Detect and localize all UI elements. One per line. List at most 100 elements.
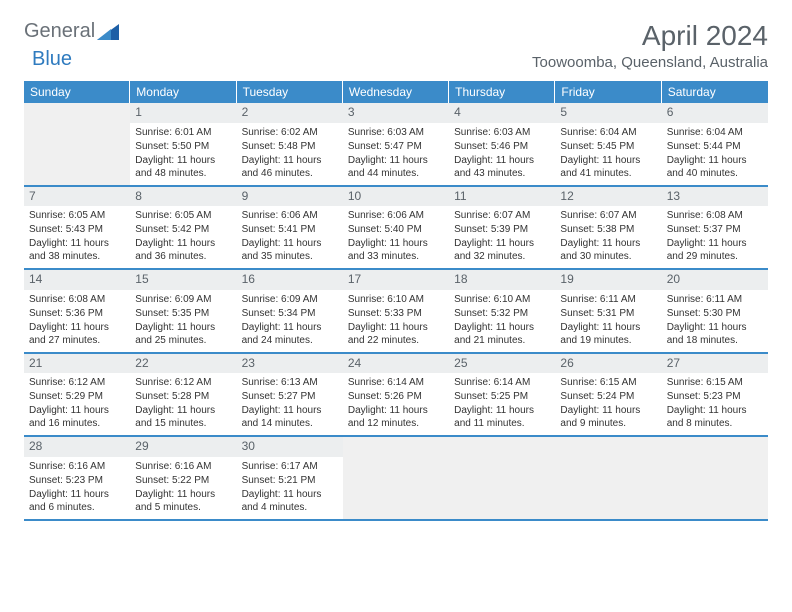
day-number: 16 [237, 270, 343, 290]
sunset-text: Sunset: 5:34 PM [242, 307, 338, 320]
sunrise-text: Sunrise: 6:14 AM [348, 376, 444, 389]
day-number: 26 [555, 354, 661, 374]
day-number: 1 [130, 103, 236, 123]
sunrise-text: Sunrise: 6:10 AM [454, 293, 550, 306]
sunrise-text: Sunrise: 6:03 AM [454, 126, 550, 139]
sunset-text: Sunset: 5:50 PM [135, 140, 231, 153]
calendar-cell: 17Sunrise: 6:10 AMSunset: 5:33 PMDayligh… [343, 270, 449, 352]
daylight-text: Daylight: 11 hours and 33 minutes. [348, 237, 444, 263]
sunrise-text: Sunrise: 6:07 AM [454, 209, 550, 222]
daylight-text: Daylight: 11 hours and 18 minutes. [667, 321, 763, 347]
sunrise-text: Sunrise: 6:03 AM [348, 126, 444, 139]
calendar-cell: 4Sunrise: 6:03 AMSunset: 5:46 PMDaylight… [449, 103, 555, 185]
calendar-cell: 28Sunrise: 6:16 AMSunset: 5:23 PMDayligh… [24, 437, 130, 519]
calendar-cell: 14Sunrise: 6:08 AMSunset: 5:36 PMDayligh… [24, 270, 130, 352]
day-number: 2 [237, 103, 343, 123]
month-title: April 2024 [642, 20, 768, 52]
calendar-cell: 7Sunrise: 6:05 AMSunset: 5:43 PMDaylight… [24, 187, 130, 269]
sunset-text: Sunset: 5:46 PM [454, 140, 550, 153]
calendar-cell: 3Sunrise: 6:03 AMSunset: 5:47 PMDaylight… [343, 103, 449, 185]
daylight-text: Daylight: 11 hours and 35 minutes. [242, 237, 338, 263]
sunset-text: Sunset: 5:37 PM [667, 223, 763, 236]
daylight-text: Daylight: 11 hours and 12 minutes. [348, 404, 444, 430]
day-header-thu: Thursday [449, 81, 555, 103]
calendar-cell [343, 437, 449, 519]
calendar-grid: Sunday Monday Tuesday Wednesday Thursday… [24, 81, 768, 521]
day-number: 13 [662, 187, 768, 207]
calendar-cell: 30Sunrise: 6:17 AMSunset: 5:21 PMDayligh… [237, 437, 343, 519]
calendar-cell: 2Sunrise: 6:02 AMSunset: 5:48 PMDaylight… [237, 103, 343, 185]
sunrise-text: Sunrise: 6:07 AM [560, 209, 656, 222]
sunrise-text: Sunrise: 6:14 AM [454, 376, 550, 389]
calendar-page: General April 2024 Blue Toowoomba, Queen… [0, 0, 792, 545]
calendar-cell: 18Sunrise: 6:10 AMSunset: 5:32 PMDayligh… [449, 270, 555, 352]
daylight-text: Daylight: 11 hours and 41 minutes. [560, 154, 656, 180]
daylight-text: Daylight: 11 hours and 29 minutes. [667, 237, 763, 263]
calendar-cell: 11Sunrise: 6:07 AMSunset: 5:39 PMDayligh… [449, 187, 555, 269]
sunset-text: Sunset: 5:30 PM [667, 307, 763, 320]
sunset-text: Sunset: 5:40 PM [348, 223, 444, 236]
day-header-sat: Saturday [662, 81, 768, 103]
sunset-text: Sunset: 5:43 PM [29, 223, 125, 236]
sunrise-text: Sunrise: 6:12 AM [135, 376, 231, 389]
calendar-cell: 5Sunrise: 6:04 AMSunset: 5:45 PMDaylight… [555, 103, 661, 185]
sunrise-text: Sunrise: 6:05 AM [29, 209, 125, 222]
calendar-cell [449, 437, 555, 519]
day-number: 15 [130, 270, 236, 290]
sunset-text: Sunset: 5:39 PM [454, 223, 550, 236]
daylight-text: Daylight: 11 hours and 14 minutes. [242, 404, 338, 430]
sunrise-text: Sunrise: 6:01 AM [135, 126, 231, 139]
sunset-text: Sunset: 5:44 PM [667, 140, 763, 153]
sunset-text: Sunset: 5:31 PM [560, 307, 656, 320]
day-number: 12 [555, 187, 661, 207]
daylight-text: Daylight: 11 hours and 21 minutes. [454, 321, 550, 347]
day-number: 20 [662, 270, 768, 290]
daylight-text: Daylight: 11 hours and 16 minutes. [29, 404, 125, 430]
sunrise-text: Sunrise: 6:05 AM [135, 209, 231, 222]
day-number: 21 [24, 354, 130, 374]
day-number: 28 [24, 437, 130, 457]
calendar-cell: 9Sunrise: 6:06 AMSunset: 5:41 PMDaylight… [237, 187, 343, 269]
daylight-text: Daylight: 11 hours and 27 minutes. [29, 321, 125, 347]
week-row: 7Sunrise: 6:05 AMSunset: 5:43 PMDaylight… [24, 187, 768, 271]
sunrise-text: Sunrise: 6:13 AM [242, 376, 338, 389]
sunrise-text: Sunrise: 6:12 AM [29, 376, 125, 389]
daylight-text: Daylight: 11 hours and 36 minutes. [135, 237, 231, 263]
sunset-text: Sunset: 5:25 PM [454, 390, 550, 403]
sunrise-text: Sunrise: 6:15 AM [667, 376, 763, 389]
calendar-cell: 23Sunrise: 6:13 AMSunset: 5:27 PMDayligh… [237, 354, 343, 436]
brand-logo: General [24, 20, 121, 43]
sunrise-text: Sunrise: 6:09 AM [135, 293, 231, 306]
sunset-text: Sunset: 5:24 PM [560, 390, 656, 403]
day-number: 24 [343, 354, 449, 374]
day-number: 19 [555, 270, 661, 290]
brand-word-2: Blue [32, 48, 72, 71]
sunset-text: Sunset: 5:48 PM [242, 140, 338, 153]
daylight-text: Daylight: 11 hours and 5 minutes. [135, 488, 231, 514]
weeks-container: 1 Sunrise: 6:01 AMSunset: 5:50 PM Daylight… [24, 103, 768, 521]
daylight-text: Daylight: 11 hours and 19 minutes. [560, 321, 656, 347]
day-number: 6 [662, 103, 768, 123]
week-row: 21Sunrise: 6:12 AMSunset: 5:29 PMDayligh… [24, 354, 768, 438]
day-header-tue: Tuesday [237, 81, 343, 103]
daylight-text: Daylight: 11 hours and 32 minutes. [454, 237, 550, 263]
day-number: 25 [449, 354, 555, 374]
calendar-cell: 29Sunrise: 6:16 AMSunset: 5:22 PMDayligh… [130, 437, 236, 519]
calendar-cell [24, 103, 130, 185]
calendar-cell [555, 437, 661, 519]
header-row: General April 2024 [24, 20, 768, 52]
day-number: 10 [343, 187, 449, 207]
sunrise-text: Sunrise: 6:17 AM [242, 460, 338, 473]
day-number: 27 [662, 354, 768, 374]
day-header-wed: Wednesday [343, 81, 449, 103]
day-number: 23 [237, 354, 343, 374]
daylight-text: Daylight: 11 hours and 44 minutes. [348, 154, 444, 180]
daylight-text: Daylight: 11 hours and 25 minutes. [135, 321, 231, 347]
sunrise-text: Sunrise: 6:06 AM [348, 209, 444, 222]
sunset-text: Sunset: 5:28 PM [135, 390, 231, 403]
sunrise-text: Sunrise: 6:11 AM [560, 293, 656, 306]
day-number: 4 [449, 103, 555, 123]
sunset-text: Sunset: 5:29 PM [29, 390, 125, 403]
sunrise-text: Sunrise: 6:16 AM [29, 460, 125, 473]
daylight-text: Daylight: 11 hours and 30 minutes. [560, 237, 656, 263]
